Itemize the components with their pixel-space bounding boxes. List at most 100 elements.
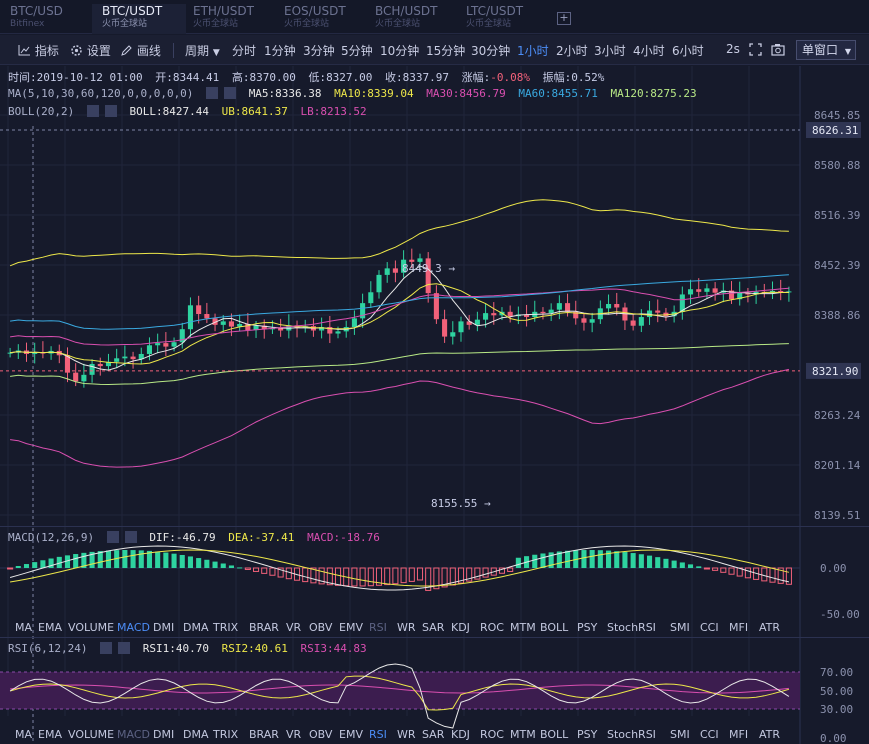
indicator-tab-volume[interactable]: VOLUME	[68, 621, 115, 634]
interval-30m[interactable]: 30分钟	[471, 44, 511, 58]
indicator-tab-ema[interactable]: EMA	[38, 621, 62, 634]
indicator-tab-smi[interactable]: SMI	[670, 728, 690, 741]
boll-value: BOLL:8427.44	[129, 105, 209, 118]
period-dropdown[interactable]: 周期 ▼	[185, 42, 220, 59]
indicator-tab-kdj[interactable]: KDJ	[451, 621, 470, 634]
indicator-tab-wr[interactable]: WR	[397, 728, 416, 741]
indicator-tab-psy[interactable]: PSY	[577, 728, 598, 741]
indicator-tab-vr[interactable]: VR	[286, 728, 302, 741]
add-tab-button[interactable]: +	[557, 12, 571, 25]
tab-btc-usdt[interactable]: BTC/USDT 火币全球站	[92, 4, 186, 34]
macd-settings-icon[interactable]	[106, 531, 119, 543]
boll-close-icon[interactable]	[104, 105, 117, 117]
indicator-tab-vr[interactable]: VR	[286, 621, 302, 634]
draw-line-button[interactable]: 画线	[120, 42, 161, 59]
indicator-tab-dmi[interactable]: DMI	[153, 621, 175, 634]
window-mode-select[interactable]: 单窗口 ▼	[796, 40, 856, 60]
indicator-tab-cci[interactable]: CCI	[700, 728, 719, 741]
ma-close-icon[interactable]	[224, 87, 237, 99]
tab-btc-usd[interactable]: BTC/USD Bitfinex	[0, 4, 94, 34]
indicators-button[interactable]: 指标	[18, 42, 59, 59]
macd-bar	[728, 567, 735, 575]
indicator-tab-mtm[interactable]: MTM	[510, 621, 536, 634]
macd-bar	[466, 567, 473, 582]
tab-bch-usdt[interactable]: BCH/USDT 火币全球站	[365, 4, 459, 34]
indicator-tab-sar[interactable]: SAR	[422, 621, 445, 634]
interval-1h[interactable]: 1小时	[517, 44, 549, 58]
indicator-tab-ma[interactable]: MA	[15, 621, 33, 634]
camera-icon[interactable]	[771, 43, 785, 59]
interval-6h[interactable]: 6小时	[672, 44, 704, 58]
price-tick: 8388.86	[814, 309, 860, 322]
indicator-tab-roc[interactable]: ROC	[480, 728, 504, 741]
dea-value: DEA:-37.41	[228, 531, 295, 544]
interval-fenshi[interactable]: 分时	[232, 44, 257, 58]
indicator-tab-ma[interactable]: MA	[15, 728, 33, 741]
indicator-tab-sar[interactable]: SAR	[422, 728, 445, 741]
indicator-tabs-main: MA EMA VOLUME MACD DMI DMA TRIX BRAR VR OBV EMV RSI…	[0, 618, 800, 638]
indicator-tab-boll[interactable]: BOLL	[540, 621, 569, 634]
indicator-tab-volume[interactable]: VOLUME	[68, 728, 115, 741]
indicator-tab-rsi[interactable]: RSI	[369, 728, 387, 741]
indicator-tab-trix[interactable]: TRIX	[213, 621, 239, 634]
macd-bar	[589, 550, 595, 568]
price-tick: 8139.51	[814, 509, 860, 522]
indicator-tab-smi[interactable]: SMI	[670, 621, 690, 634]
indicator-tab-boll[interactable]: BOLL	[540, 728, 569, 741]
macd-bar	[622, 552, 628, 568]
indicator-tab-stochrsi[interactable]: StochRSI	[607, 728, 656, 741]
indicator-tab-roc[interactable]: ROC	[480, 621, 504, 634]
indicator-tab-rsi[interactable]: RSI	[369, 621, 387, 634]
rsi-close-icon[interactable]	[118, 642, 131, 654]
indicator-tab-ema[interactable]: EMA	[38, 728, 62, 741]
indicator-tab-mtm[interactable]: MTM	[510, 728, 536, 741]
indicator-tab-dmi[interactable]: DMI	[153, 728, 175, 741]
interval-1m[interactable]: 1分钟	[264, 44, 296, 58]
macd-bar	[671, 560, 677, 568]
chart-area[interactable]: 8645.85 8580.88 8516.39 8452.39 8388.86 8263.…	[0, 66, 869, 744]
candle-body	[171, 342, 177, 347]
candle-body	[737, 292, 743, 300]
indicator-tab-atr[interactable]: ATR	[759, 621, 781, 634]
boll-settings-icon[interactable]	[86, 105, 99, 117]
interval-15m[interactable]: 15分钟	[426, 44, 466, 58]
indicator-tab-trix[interactable]: TRIX	[213, 728, 239, 741]
indicator-tab-psy[interactable]: PSY	[577, 621, 598, 634]
indicator-tab-kdj[interactable]: KDJ	[451, 728, 470, 741]
indicator-tab-mfi[interactable]: MFI	[729, 621, 749, 634]
indicator-tab-emv[interactable]: EMV	[339, 621, 363, 634]
rsi-settings-icon[interactable]	[100, 642, 113, 654]
tab-ltc-usdt[interactable]: LTC/USDT 火币全球站	[456, 4, 550, 34]
indicator-tab-obv[interactable]: OBV	[309, 621, 333, 634]
indicator-tab-obv[interactable]: OBV	[309, 728, 333, 741]
indicator-tab-brar[interactable]: BRAR	[249, 728, 279, 741]
kline-chart[interactable]: 8645.85 8580.88 8516.39 8452.39 8388.86 8263.…	[0, 66, 869, 744]
indicator-tab-emv[interactable]: EMV	[339, 728, 363, 741]
tab-eos-usdt[interactable]: EOS/USDT 火币全球站	[274, 4, 368, 34]
interval-10m[interactable]: 10分钟	[380, 44, 420, 58]
indicator-tab-wr[interactable]: WR	[397, 621, 416, 634]
indicator-tab-dma[interactable]: DMA	[183, 728, 209, 741]
indicator-tab-dma[interactable]: DMA	[183, 621, 209, 634]
indicator-tab-mfi[interactable]: MFI	[729, 728, 749, 741]
candle-body	[458, 321, 464, 333]
interval-2s[interactable]: 2s	[726, 42, 740, 56]
interval-2h[interactable]: 2小时	[556, 44, 588, 58]
fullscreen-icon[interactable]	[749, 43, 762, 59]
tab-eth-usdt[interactable]: ETH/USDT 火币全球站	[183, 4, 277, 34]
macd-close-icon[interactable]	[124, 531, 137, 543]
settings-button[interactable]: 设置	[70, 42, 111, 59]
candle-body	[196, 305, 202, 314]
interval-4h[interactable]: 4小时	[633, 44, 665, 58]
interval-3m[interactable]: 3分钟	[303, 44, 335, 58]
indicator-tab-macd[interactable]: MACD	[117, 728, 150, 741]
interval-3h[interactable]: 3小时	[594, 44, 626, 58]
interval-5m[interactable]: 5分钟	[341, 44, 373, 58]
indicator-tab-atr[interactable]: ATR	[759, 728, 781, 741]
indicator-tab-cci[interactable]: CCI	[700, 621, 719, 634]
indicator-tab-macd[interactable]: MACD	[117, 621, 150, 634]
open-value: 开:8344.41	[155, 71, 220, 84]
indicator-tab-stochrsi[interactable]: StochRSI	[607, 621, 656, 634]
indicator-tab-brar[interactable]: BRAR	[249, 621, 279, 634]
ma-settings-icon[interactable]	[206, 87, 219, 99]
